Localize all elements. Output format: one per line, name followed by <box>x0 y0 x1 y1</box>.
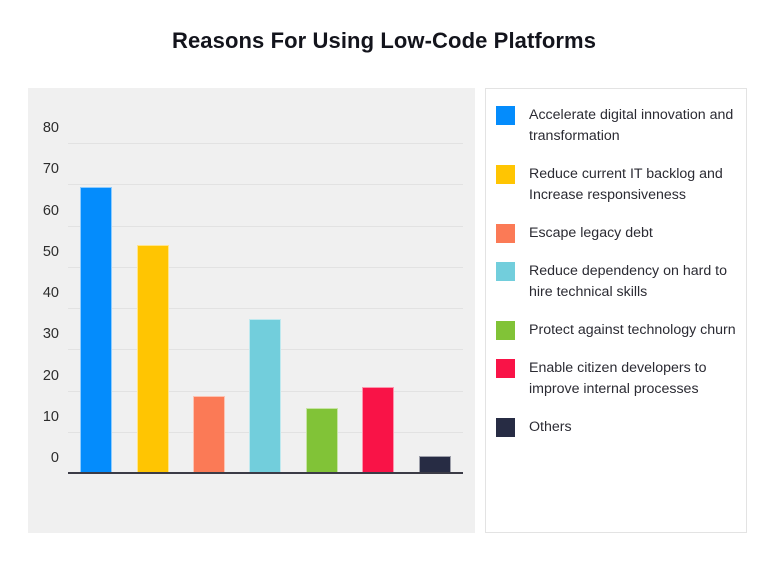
legend-item-label: Reduce dependency on hard to hire techni… <box>529 263 727 300</box>
legend-item[interactable]: Others <box>496 417 736 438</box>
legend-item[interactable]: Enable citizen developers to improve int… <box>496 358 736 400</box>
legend-swatch-icon <box>496 418 515 437</box>
legend-swatch-icon <box>496 224 515 243</box>
legend-item[interactable]: Protect against technology churn <box>496 320 736 341</box>
bar[interactable] <box>249 319 282 472</box>
bar-slot <box>181 144 237 472</box>
plot-area: 0 10 20 30 40 50 60 70 80 <box>43 120 463 474</box>
gridline <box>68 266 463 268</box>
gridline <box>68 143 463 144</box>
legend-swatch-icon <box>496 165 515 184</box>
chart-legend: Accelerate digital innovation and transf… <box>485 88 747 533</box>
bar[interactable] <box>418 455 451 472</box>
bar[interactable] <box>136 245 169 472</box>
legend-item[interactable]: Reduce current IT backlog and Increase r… <box>496 164 736 206</box>
legend-swatch-icon <box>496 359 515 378</box>
y-axis-tick-label: 20 <box>42 367 59 384</box>
bar[interactable] <box>305 408 338 472</box>
gridline <box>68 308 463 309</box>
legend-swatch-icon <box>496 262 515 281</box>
bar-series <box>68 144 463 472</box>
gridline <box>68 184 463 186</box>
y-axis-tick-label: 40 <box>42 285 59 301</box>
y-axis-tick-label: 30 <box>42 326 59 343</box>
y-axis-tick-label: 60 <box>42 202 59 219</box>
bar-slot <box>294 144 350 472</box>
y-axis-tick-label: 50 <box>42 243 59 260</box>
bar-slot <box>68 144 124 472</box>
y-axis-tick-label: 80 <box>42 120 59 136</box>
legend-item-label: Escape legacy debt <box>529 225 653 241</box>
legend-item-label: Enable citizen developers to improve int… <box>529 360 707 397</box>
legend-item-label: Others <box>529 419 572 435</box>
bar[interactable] <box>80 187 113 472</box>
legend-item[interactable]: Accelerate digital innovation and transf… <box>496 105 736 147</box>
bar-slot <box>350 144 406 472</box>
y-axis-tick-label: 10 <box>42 408 59 425</box>
bar[interactable] <box>193 395 226 472</box>
legend-item[interactable]: Escape legacy debt <box>496 223 736 244</box>
plot-panel: 0 10 20 30 40 50 60 70 80 <box>28 88 475 533</box>
legend-item-label: Reduce current IT backlog and Increase r… <box>529 166 723 203</box>
y-axis-tick-label: 0 <box>50 450 59 466</box>
legend-swatch-icon <box>496 106 515 125</box>
legend-item[interactable]: Reduce dependency on hard to hire techni… <box>496 261 736 303</box>
bar-slot <box>237 144 293 472</box>
y-axis-tick-label: 70 <box>42 161 59 178</box>
bar-slot <box>124 144 180 472</box>
legend-swatch-icon <box>496 321 515 340</box>
bar-slot <box>407 144 463 472</box>
x-axis-line <box>68 472 463 474</box>
legend-item-label: Protect against technology churn <box>529 322 736 338</box>
chart-title: Reasons For Using Low-Code Platforms <box>171 28 597 53</box>
legend-item-label: Accelerate digital innovation and transf… <box>529 107 734 144</box>
bar[interactable] <box>362 387 395 472</box>
gridline <box>68 225 463 227</box>
